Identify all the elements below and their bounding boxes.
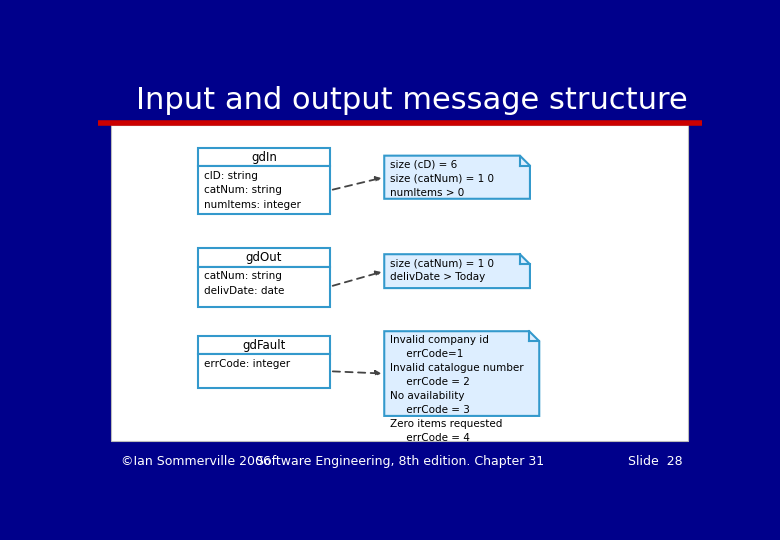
Bar — [198, 336, 330, 354]
Text: size (cD) = 6
size (catNum) = 1 0
numItems > 0: size (cD) = 6 size (catNum) = 1 0 numIte… — [390, 159, 494, 198]
Text: Software Engineering, 8th edition. Chapter 31: Software Engineering, 8th edition. Chapt… — [256, 455, 544, 468]
Text: catNum: string
delivDate: date: catNum: string delivDate: date — [204, 271, 284, 295]
Text: Invalid company id
     errCode=1
Invalid catalogue number
     errCode = 2
No a: Invalid company id errCode=1 Invalid cat… — [390, 335, 523, 443]
Text: gdFault: gdFault — [243, 339, 285, 352]
Bar — [198, 267, 330, 307]
Bar — [98, 65, 702, 123]
Text: Slide  28: Slide 28 — [628, 455, 682, 468]
Bar — [198, 248, 330, 267]
Text: errCode: integer: errCode: integer — [204, 359, 290, 369]
Bar — [198, 166, 330, 214]
Text: cID: string
catNum: string
numItems: integer: cID: string catNum: string numItems: int… — [204, 171, 300, 210]
Bar — [198, 354, 330, 388]
Text: gdOut: gdOut — [246, 251, 282, 264]
Polygon shape — [385, 156, 530, 199]
Text: Input and output message structure: Input and output message structure — [136, 86, 688, 114]
Polygon shape — [385, 254, 530, 288]
Text: size (catNum) = 1 0
delivDate > Today: size (catNum) = 1 0 delivDate > Today — [390, 258, 494, 282]
Text: gdIn: gdIn — [251, 151, 277, 164]
Bar — [198, 148, 330, 166]
Polygon shape — [385, 331, 539, 416]
Text: ©Ian Sommerville 2006: ©Ian Sommerville 2006 — [121, 455, 271, 468]
Bar — [112, 125, 688, 441]
